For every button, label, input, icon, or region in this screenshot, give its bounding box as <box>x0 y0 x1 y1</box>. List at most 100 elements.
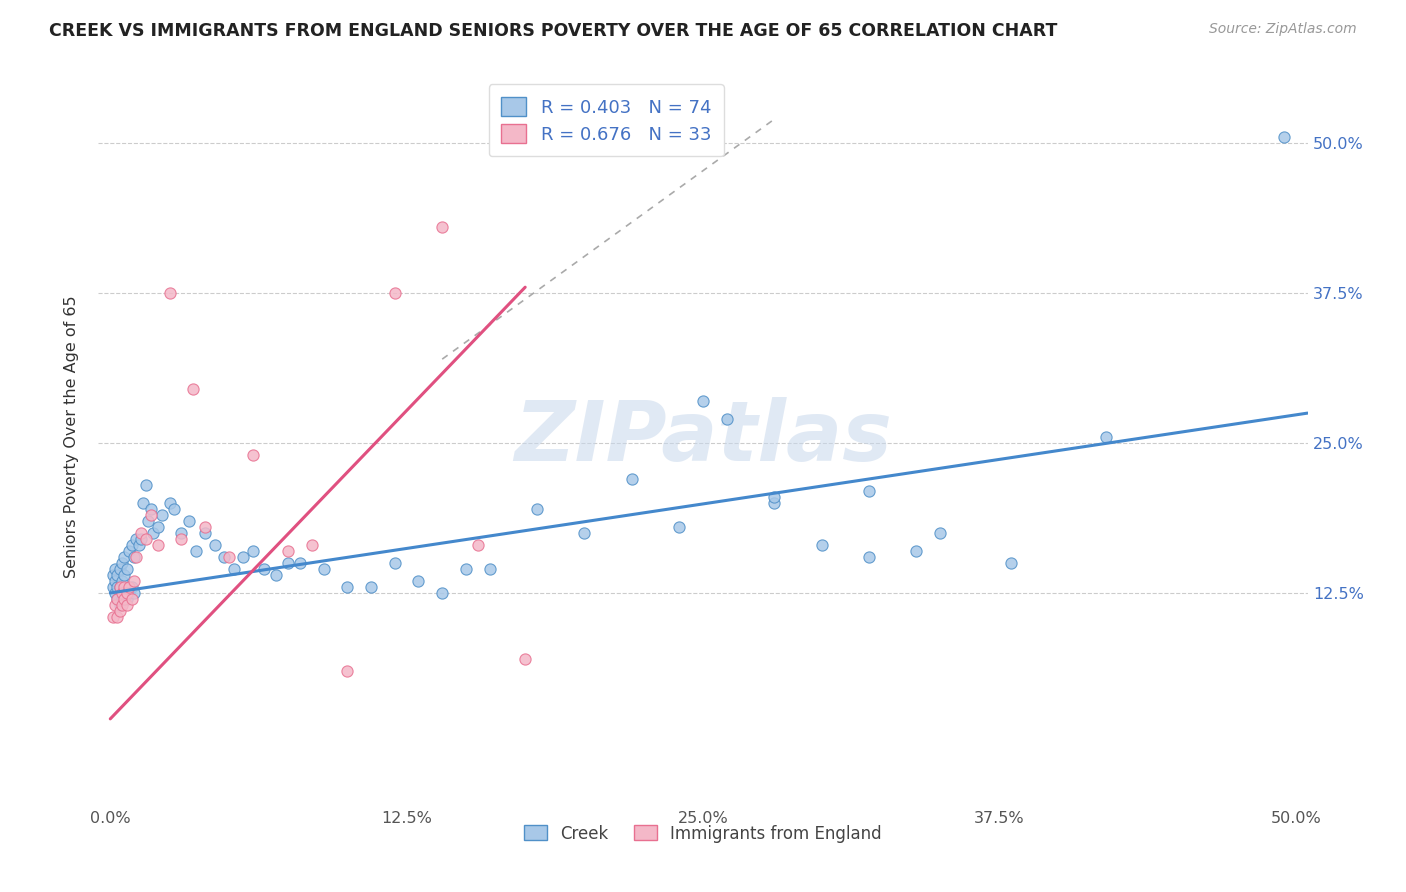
Point <box>101 580 124 594</box>
Point <box>163 502 186 516</box>
Point <box>763 490 786 504</box>
Point <box>194 520 217 534</box>
Point <box>408 574 430 588</box>
Point <box>125 532 148 546</box>
Point <box>152 508 174 522</box>
Point <box>108 580 131 594</box>
Point <box>135 532 157 546</box>
Point <box>122 586 145 600</box>
Point <box>763 496 786 510</box>
Point <box>277 544 299 558</box>
Point <box>668 520 690 534</box>
Point <box>118 586 141 600</box>
Point <box>177 514 200 528</box>
Point <box>118 580 141 594</box>
Point <box>122 549 145 564</box>
Point <box>114 591 136 606</box>
Point <box>478 562 501 576</box>
Point <box>101 610 124 624</box>
Point <box>121 538 143 552</box>
Point <box>264 568 287 582</box>
Point <box>122 574 145 588</box>
Point <box>114 580 136 594</box>
Point <box>1000 556 1022 570</box>
Point <box>432 220 454 235</box>
Point <box>105 591 128 606</box>
Point <box>312 562 335 576</box>
Point <box>716 412 738 426</box>
Point <box>104 574 127 588</box>
Point <box>111 598 134 612</box>
Point <box>108 562 131 576</box>
Point <box>277 556 299 570</box>
Point <box>104 562 127 576</box>
Point <box>105 591 128 606</box>
Point <box>432 586 454 600</box>
Point <box>384 556 406 570</box>
Point <box>515 652 537 666</box>
Point <box>121 591 143 606</box>
Point <box>810 538 832 552</box>
Point <box>129 532 152 546</box>
Point <box>108 604 131 618</box>
Point <box>135 478 157 492</box>
Point <box>105 568 128 582</box>
Point <box>181 382 204 396</box>
Point <box>139 508 162 522</box>
Point <box>336 580 359 594</box>
Point <box>384 286 406 301</box>
Point <box>204 538 226 552</box>
Point <box>184 544 207 558</box>
Point <box>104 598 127 612</box>
Point <box>336 664 359 678</box>
Point <box>194 526 217 541</box>
Text: Source: ZipAtlas.com: Source: ZipAtlas.com <box>1209 22 1357 37</box>
Point <box>139 502 162 516</box>
Point <box>929 526 952 541</box>
Point <box>136 514 159 528</box>
Point <box>129 526 152 541</box>
Point <box>692 394 714 409</box>
Point <box>212 549 235 564</box>
Point <box>288 556 311 570</box>
Point <box>114 549 136 564</box>
Legend: Creek, Immigrants from England: Creek, Immigrants from England <box>517 818 889 849</box>
Point <box>114 568 136 582</box>
Point <box>242 544 264 558</box>
Point <box>142 526 165 541</box>
Point <box>360 580 382 594</box>
Point <box>467 538 489 552</box>
Text: ZIPatlas: ZIPatlas <box>515 397 891 477</box>
Point <box>101 568 124 582</box>
Point <box>111 586 134 600</box>
Point <box>115 586 138 600</box>
Point <box>858 483 880 498</box>
Point <box>108 580 131 594</box>
Point <box>526 502 548 516</box>
Point <box>232 549 254 564</box>
Point <box>242 448 264 462</box>
Point <box>170 526 193 541</box>
Point <box>146 520 169 534</box>
Point <box>114 586 136 600</box>
Point <box>620 472 643 486</box>
Point <box>218 549 240 564</box>
Point <box>905 544 928 558</box>
Point <box>253 562 276 576</box>
Point <box>146 538 169 552</box>
Point <box>105 610 128 624</box>
Point <box>111 574 134 588</box>
Y-axis label: Seniors Poverty Over the Age of 65: Seniors Poverty Over the Age of 65 <box>65 296 79 578</box>
Point <box>159 496 181 510</box>
Point <box>128 538 150 552</box>
Point <box>115 591 138 606</box>
Point <box>118 544 141 558</box>
Point <box>111 556 134 570</box>
Point <box>170 532 193 546</box>
Point <box>159 286 181 301</box>
Point <box>104 586 127 600</box>
Point <box>1095 430 1118 444</box>
Point <box>574 526 596 541</box>
Point <box>105 580 128 594</box>
Point <box>301 538 323 552</box>
